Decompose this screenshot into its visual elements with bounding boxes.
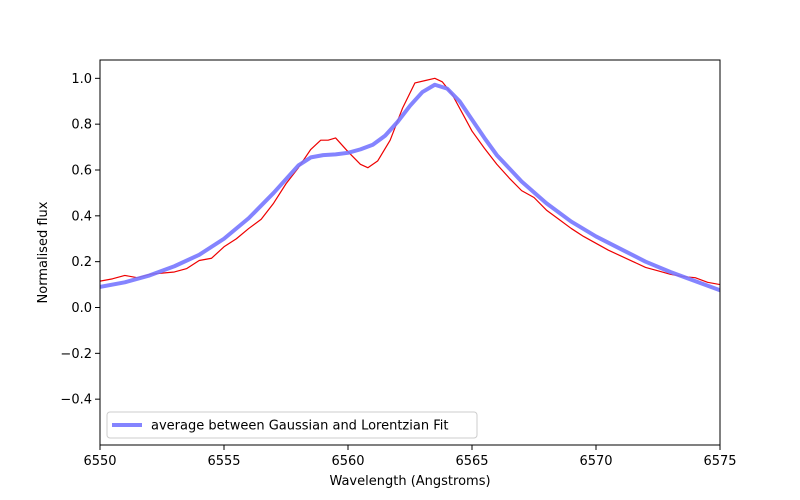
- y-tick-label: −0.4: [60, 393, 92, 408]
- legend-label: average between Gaussian and Lorentzian …: [151, 419, 448, 434]
- legend-box: [106, 411, 478, 439]
- x-tick-label: 6565: [455, 454, 488, 469]
- y-tick-label: 0.6: [71, 164, 92, 179]
- y-tick-label: 0.2: [71, 255, 92, 270]
- series-line-observed: [100, 77, 720, 286]
- plot-frame: [99, 59, 721, 446]
- x-axis-label: Wavelength (Angstroms): [329, 474, 490, 489]
- plot-area: [100, 77, 720, 293]
- x-tick-label: 6570: [579, 454, 612, 469]
- x-axis-ticks: 6550 6555 6560 6565 6570 6575: [83, 445, 737, 469]
- x-tick-label: 6560: [331, 454, 364, 469]
- y-axis-label: Normalised flux: [36, 201, 51, 303]
- y-tick-label: 1.0: [71, 72, 92, 87]
- y-tick-label: 0.8: [71, 118, 92, 133]
- legend: average between Gaussian and Lorentzian …: [106, 411, 478, 439]
- y-axis-ticks: −0.4 −0.2 0.0 0.2 0.4 0.6 0.8 1.0: [60, 72, 100, 408]
- x-tick-label: 6555: [207, 454, 240, 469]
- x-tick-label: 6550: [83, 454, 116, 469]
- y-tick-label: −0.2: [60, 347, 92, 362]
- y-tick-label: 0.4: [71, 209, 92, 224]
- x-tick-label: 6575: [703, 454, 736, 469]
- y-tick-label: 0.0: [71, 301, 92, 316]
- series-line-fit: [100, 82, 720, 293]
